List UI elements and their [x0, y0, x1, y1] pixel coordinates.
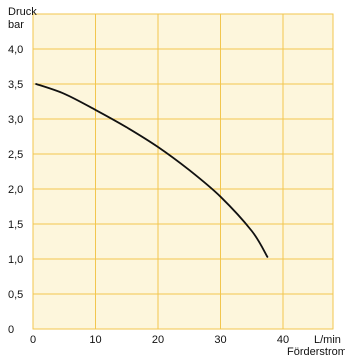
y-tick-label: 1,5	[8, 219, 23, 231]
x-tick-label: 30	[214, 334, 226, 346]
y-tick-label: 3,0	[8, 114, 23, 126]
y-tick-label: 1,0	[8, 254, 23, 266]
y-tick-label: 0	[8, 324, 14, 336]
grid-lines	[32, 13, 334, 330]
x-axis-label: Förderstrom	[287, 346, 345, 358]
x-axis-unit: L/min	[314, 334, 341, 346]
y-tick-label: 2,5	[8, 149, 23, 161]
x-tick-label: 20	[152, 334, 164, 346]
x-tick-label: 0	[30, 334, 36, 346]
x-tick-label: 10	[89, 334, 101, 346]
pressure-flow-curve	[35, 83, 269, 258]
y-axis-label-unit: bar	[8, 19, 24, 31]
y-tick-label: 0,5	[8, 289, 23, 301]
plot-area	[32, 13, 334, 330]
y-axis-label-druck: Druck	[8, 6, 37, 18]
y-tick-label: 4,0	[8, 44, 23, 56]
y-tick-label: 2,0	[8, 184, 23, 196]
y-tick-label: 3,5	[8, 79, 23, 91]
tick-labels: 0 0,5 1,0 1,5 2,0 2,5 3,0 3,5 4,0 0 10 20 30 40	[8, 44, 289, 346]
curve-layer	[35, 83, 269, 258]
x-tick-label: 40	[277, 334, 289, 346]
